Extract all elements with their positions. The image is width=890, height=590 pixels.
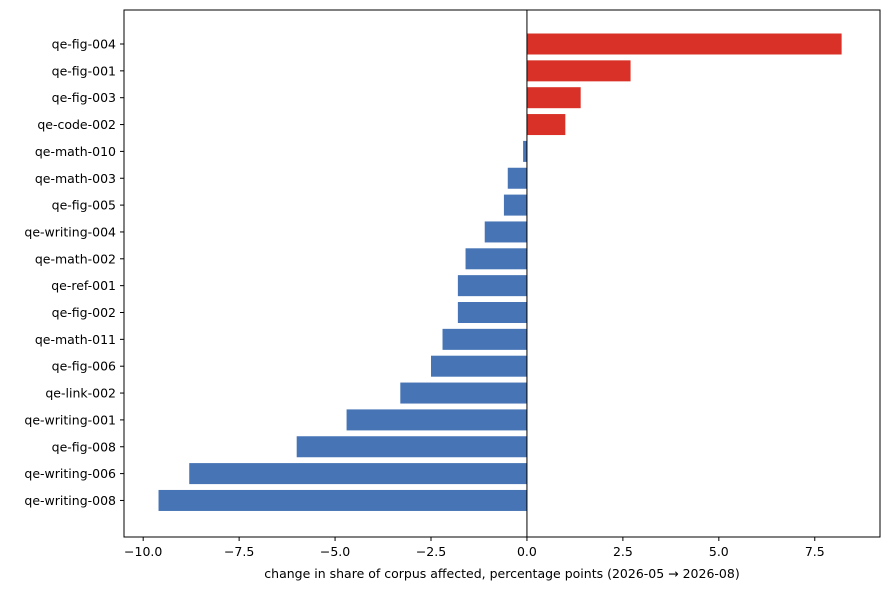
x-tick-label: 2.5 [613, 544, 633, 559]
bar-qe-fig-005 [503, 194, 527, 216]
y-tick-label: qe-math-010 [35, 144, 116, 159]
bar-qe-code-002 [526, 114, 566, 136]
y-tick-label: qe-ref-001 [51, 278, 116, 293]
y-tick-label: qe-code-002 [37, 117, 116, 132]
bars-group [158, 33, 842, 511]
x-axis-label: change in share of corpus affected, perc… [264, 566, 739, 581]
bar-qe-fig-001 [526, 60, 631, 82]
y-tick-label: qe-fig-002 [52, 305, 116, 320]
y-axis: qe-fig-004 qe-fig-001 qe-fig-003 qe-code-00… [24, 37, 124, 508]
bar-qe-ref-001 [457, 275, 527, 297]
x-tick-label: −5.0 [320, 544, 350, 559]
bar-qe-fig-002 [457, 302, 527, 323]
bar-qe-math-011 [442, 328, 527, 350]
x-tick-label: −10.0 [124, 544, 162, 559]
x-tick-label: −2.5 [416, 544, 446, 559]
bar-qe-link-002 [400, 382, 527, 404]
y-tick-label: qe-fig-003 [52, 90, 116, 105]
bar-qe-writing-006 [189, 463, 527, 485]
y-tick-label: qe-fig-008 [52, 439, 116, 454]
y-tick-label: qe-math-003 [35, 171, 116, 186]
y-tick-label: qe-writing-006 [24, 466, 116, 481]
y-tick-label: qe-writing-001 [24, 412, 116, 427]
bar-qe-fig-008 [296, 436, 527, 458]
y-tick-label: qe-writing-004 [24, 224, 116, 239]
y-tick-label: qe-fig-004 [52, 37, 116, 52]
bar-qe-writing-001 [346, 409, 527, 431]
bar-qe-math-010 [523, 140, 527, 162]
y-tick-label: qe-fig-006 [52, 359, 116, 374]
bar-qe-writing-008 [158, 489, 527, 511]
x-tick-label: −7.5 [224, 544, 254, 559]
bar-qe-fig-006 [431, 355, 527, 377]
y-tick-label: qe-link-002 [45, 386, 116, 401]
x-tick-label: 0.0 [517, 544, 537, 559]
bar-qe-writing-004 [484, 221, 527, 243]
x-tick-label: 7.5 [805, 544, 825, 559]
y-tick-label: qe-fig-005 [52, 198, 116, 213]
x-axis: −10.0 −7.5 −5.0 −2.5 0.0 2.5 5.0 7.5 [124, 537, 825, 559]
y-tick-label: qe-writing-008 [24, 493, 116, 508]
bar-qe-fig-003 [526, 87, 581, 109]
x-tick-label: 5.0 [709, 544, 729, 559]
y-tick-label: qe-fig-001 [52, 63, 116, 78]
y-tick-label: qe-math-002 [35, 251, 116, 266]
y-tick-label: qe-math-011 [35, 332, 116, 347]
bar-qe-math-003 [507, 167, 527, 189]
bar-qe-math-002 [465, 248, 527, 270]
bar-qe-fig-004 [526, 33, 842, 55]
plot-frame [123, 9, 881, 538]
